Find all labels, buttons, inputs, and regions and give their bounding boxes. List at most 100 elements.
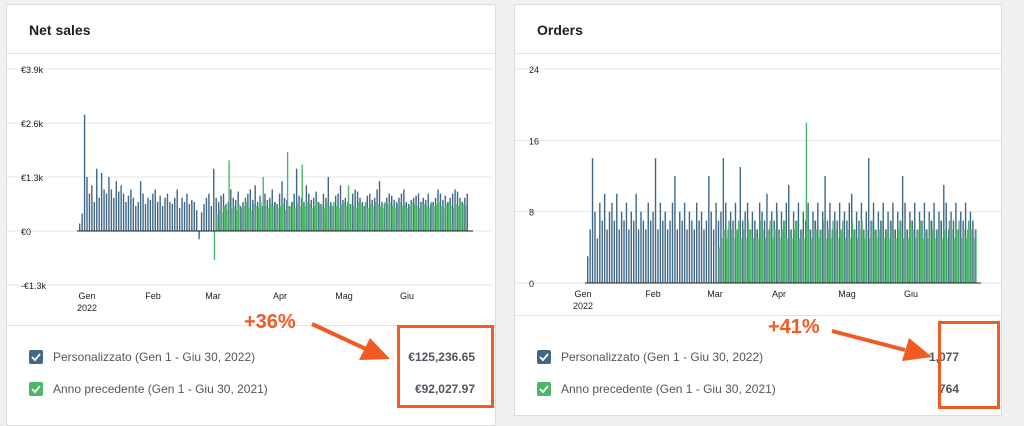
bar-previous bbox=[931, 229, 934, 283]
bar-previous bbox=[926, 238, 929, 283]
legend-label-previous: Anno precedente (Gen 1 - Giu 30, 2021) bbox=[561, 382, 776, 396]
bar-previous bbox=[863, 238, 866, 283]
bar-previous bbox=[408, 206, 411, 231]
bar-current bbox=[183, 201, 186, 231]
bar-current bbox=[169, 201, 171, 231]
card-title: Orders bbox=[537, 22, 583, 38]
bar-previous bbox=[391, 206, 394, 231]
current-period-checkbox[interactable] bbox=[537, 350, 551, 364]
bar-current bbox=[142, 193, 144, 231]
bar-current bbox=[671, 202, 674, 283]
bar-previous bbox=[972, 238, 975, 283]
bar-previous bbox=[888, 238, 890, 283]
bar-previous bbox=[323, 208, 325, 231]
bar-previous bbox=[342, 201, 345, 231]
bar-previous bbox=[728, 220, 730, 283]
bar-current bbox=[642, 220, 645, 283]
bar-previous bbox=[442, 208, 445, 231]
bar-previous bbox=[791, 238, 793, 283]
bar-current bbox=[681, 220, 683, 283]
bar-current bbox=[149, 199, 152, 231]
bar-previous bbox=[221, 212, 223, 231]
bar-previous bbox=[347, 185, 350, 231]
bar-current bbox=[669, 220, 671, 283]
bar-previous bbox=[438, 201, 440, 231]
x-tick-label: Mag bbox=[838, 289, 856, 299]
bar-current bbox=[601, 220, 603, 283]
bar-previous bbox=[866, 229, 868, 283]
orders-card: Orders 24 16 8 0 Gen Feb Mar Apr Mag Giu 2022 Pers… bbox=[514, 4, 1002, 416]
bar-current bbox=[628, 229, 630, 283]
previous-period-checkbox[interactable] bbox=[537, 382, 551, 396]
bar-previous bbox=[433, 206, 435, 231]
bar-current bbox=[625, 202, 628, 283]
bar-current bbox=[200, 212, 203, 231]
bar-current bbox=[952, 220, 955, 283]
bar-current bbox=[611, 202, 613, 283]
legend-row-current[interactable]: Personalizzato (Gen 1 - Giu 30, 2022) 1,… bbox=[515, 346, 1001, 370]
bar-current bbox=[176, 189, 178, 231]
bar-previous bbox=[849, 238, 851, 283]
bar-current bbox=[921, 220, 923, 283]
bar-previous bbox=[328, 206, 330, 231]
x-tick-label: Mar bbox=[707, 289, 723, 299]
legend-row-current[interactable]: Personalizzato (Gen 1 - Giu 30, 2022) €1… bbox=[7, 346, 495, 370]
bar-previous bbox=[745, 238, 747, 283]
bar-previous bbox=[274, 201, 277, 231]
current-period-checkbox[interactable] bbox=[29, 350, 43, 364]
bar-current bbox=[894, 229, 897, 283]
bar-previous bbox=[798, 238, 800, 283]
bar-current bbox=[904, 202, 906, 283]
bar-previous bbox=[960, 238, 963, 283]
bar-previous bbox=[975, 229, 977, 283]
bar-current bbox=[122, 193, 125, 231]
bar-previous bbox=[230, 208, 233, 231]
bar-current bbox=[797, 202, 800, 283]
bar-previous bbox=[311, 208, 313, 231]
bar-current bbox=[710, 211, 712, 283]
bar-current bbox=[630, 211, 633, 283]
bar-previous bbox=[912, 229, 914, 283]
bar-current bbox=[657, 229, 659, 283]
bar-current bbox=[892, 202, 894, 283]
bar-previous bbox=[948, 220, 951, 283]
bar-previous bbox=[779, 238, 781, 283]
bar-current bbox=[620, 211, 623, 283]
bar-current bbox=[81, 213, 83, 231]
bar-current bbox=[127, 195, 130, 231]
bar-previous bbox=[924, 229, 926, 283]
bar-previous bbox=[447, 201, 450, 231]
net-sales-card: Net sales €3.9k €2.6k €1.3k €0 -€1.3k Gen Feb M… bbox=[6, 4, 496, 426]
bar-previous bbox=[299, 206, 301, 231]
bar-current bbox=[698, 220, 700, 283]
bar-current bbox=[705, 220, 708, 283]
bar-previous bbox=[968, 220, 970, 283]
bar-current bbox=[188, 204, 191, 231]
previous-period-checkbox[interactable] bbox=[29, 382, 43, 396]
bar-previous bbox=[740, 238, 742, 283]
bar-current bbox=[688, 211, 691, 283]
bar-current bbox=[105, 193, 108, 231]
bar-previous bbox=[885, 229, 888, 283]
y-tick-label: 16 bbox=[529, 136, 539, 146]
bar-previous bbox=[929, 220, 931, 283]
bar-previous bbox=[762, 229, 764, 283]
bar-previous bbox=[827, 229, 829, 283]
legend-row-previous[interactable]: Anno precedente (Gen 1 - Giu 30, 2021) 7… bbox=[515, 378, 1001, 402]
y-tick-label: 0 bbox=[529, 279, 534, 289]
check-icon bbox=[539, 385, 549, 394]
bar-previous bbox=[457, 206, 459, 231]
bar-current bbox=[161, 206, 164, 231]
bar-current bbox=[676, 229, 679, 283]
bar-current bbox=[295, 168, 298, 231]
bar-current bbox=[945, 202, 947, 283]
bar-previous bbox=[812, 220, 815, 283]
x-tick-label: Giu bbox=[904, 289, 918, 299]
legend-row-previous[interactable]: Anno precedente (Gen 1 - Giu 30, 2021) €… bbox=[7, 378, 495, 402]
bar-previous bbox=[250, 210, 252, 231]
bar-previous bbox=[345, 206, 347, 231]
legend-value-previous: 764 bbox=[938, 382, 959, 396]
bar-current bbox=[171, 204, 174, 231]
bar-previous bbox=[764, 238, 766, 283]
bar-previous bbox=[917, 229, 919, 283]
